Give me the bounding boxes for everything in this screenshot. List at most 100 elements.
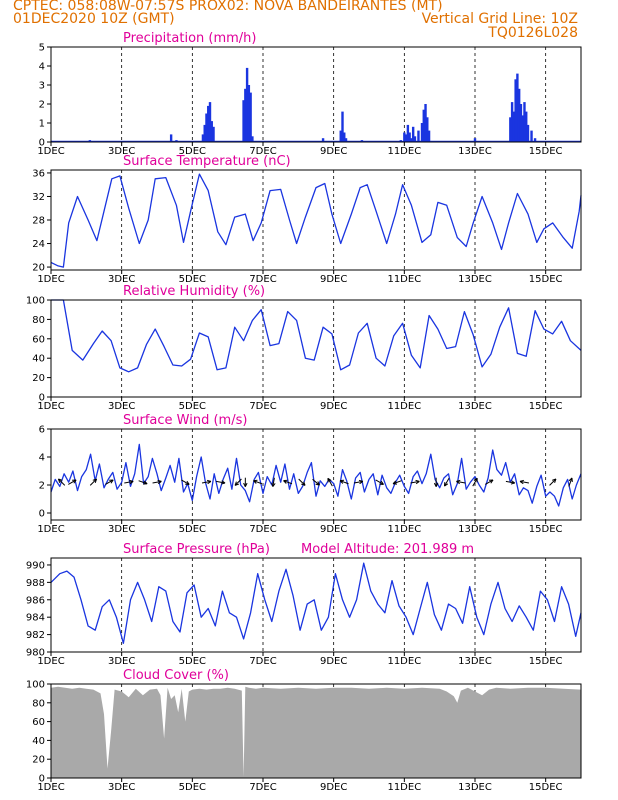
precip-bar xyxy=(422,109,425,142)
precip-bar xyxy=(521,115,524,142)
precip-bar xyxy=(525,111,528,142)
precip-bar xyxy=(212,126,215,142)
x-tick-label: 9DEC xyxy=(320,656,347,667)
wind-arrow xyxy=(105,479,114,485)
x-tick-label: 5DEC xyxy=(179,401,206,412)
precip-bar xyxy=(426,117,429,142)
wind-arrow xyxy=(456,479,466,485)
model-altitude-label: Model Altitude: 201.989 m xyxy=(301,542,474,557)
precip-bar xyxy=(410,138,413,142)
wind-arrow xyxy=(327,477,333,487)
y-tick-label: 20 xyxy=(32,263,45,274)
cloud-cover-area xyxy=(51,686,581,778)
x-tick-label: 13DEC xyxy=(458,656,492,667)
wind-arrow xyxy=(519,479,529,485)
x-tick-label: 7DEC xyxy=(249,782,276,793)
x-tick-label: 9DEC xyxy=(320,146,347,157)
x-tick-label: 15DEC xyxy=(529,524,563,535)
precip-bar xyxy=(244,88,247,142)
wind-arrow xyxy=(234,478,242,486)
panel-frame xyxy=(50,428,582,521)
precip-bar xyxy=(408,132,411,142)
panel-frame xyxy=(50,169,582,271)
header-station-line: CPTEC: 058:08W-07:57S PROX02: NOVA BANDE… xyxy=(13,0,443,14)
wind-arrow xyxy=(181,479,190,485)
precip-bar xyxy=(512,111,516,142)
wind-arrow xyxy=(353,479,364,485)
precip-bar xyxy=(251,136,254,142)
precip-bar xyxy=(473,138,477,142)
y-tick-label: 0 xyxy=(39,774,45,785)
x-tick-label: 1DEC xyxy=(37,274,64,285)
header-grid-line-note: Vertical Grid Line: 10Z xyxy=(421,11,578,27)
y-tick-label: 28 xyxy=(32,216,45,227)
precip-bar xyxy=(514,79,517,142)
x-tick-label: 7DEC xyxy=(249,401,276,412)
wind-arrow xyxy=(472,477,478,487)
precip-bar xyxy=(427,130,431,142)
wind-arrow xyxy=(68,479,77,485)
precip-bar xyxy=(403,132,406,142)
panel-6: 0 20 40 60 80 100 1DEC 3DEC 5DEC 7DEC 9DEC 11DEC 13D… xyxy=(26,668,582,793)
header-model-code: TQ0126L028 xyxy=(488,25,578,41)
y-tick-label: 986 xyxy=(26,595,45,606)
wind-arrow xyxy=(253,479,263,485)
y-tick-label: 40 xyxy=(32,354,45,365)
panel-1: 0 1 2 3 4 5 1DEC 3DEC 5DEC 7DEC 9DEC 11DEC 13DEC 15DE… xyxy=(37,31,582,157)
wind-arrow xyxy=(271,477,276,487)
precip-bar xyxy=(242,100,245,142)
panel-frame xyxy=(50,557,582,653)
wind-arrow xyxy=(392,480,402,485)
precip-bar xyxy=(523,102,526,142)
x-tick-label: 13DEC xyxy=(458,274,492,285)
wind-arrow xyxy=(410,479,420,485)
panel-5: 980 982 984 986 988 990 1DEC 3DEC 5DEC 7DEC 9DEC 11… xyxy=(26,542,582,667)
precip-bar xyxy=(343,132,346,142)
y-tick-label: 60 xyxy=(32,717,45,728)
y-tick-label: 60 xyxy=(32,334,45,345)
series-line xyxy=(50,443,582,507)
wind-arrow xyxy=(433,477,439,487)
precip-bar xyxy=(203,124,206,142)
y-tick-label: 4 xyxy=(39,62,45,73)
y-tick-label: 0 xyxy=(39,509,45,520)
x-tick-label: 11DEC xyxy=(387,274,421,285)
y-tick-label: 80 xyxy=(32,315,45,326)
wind-arrow xyxy=(505,480,516,485)
panel-4: 0 2 4 6 1DEC 3DEC 5DEC 7DEC 9DEC 11DEC 13DEC 15DEC S… xyxy=(37,413,582,535)
x-tick-label: 13DEC xyxy=(458,401,492,412)
wind-arrow xyxy=(484,479,494,485)
y-tick-label: 990 xyxy=(26,560,45,571)
y-tick-label: 982 xyxy=(26,630,45,641)
y-tick-label: 6 xyxy=(39,425,45,436)
y-tick-label: 5 xyxy=(39,43,45,54)
x-tick-label: 3DEC xyxy=(108,524,135,535)
panel-title: Relative Humidity (%) xyxy=(123,284,265,299)
series-line xyxy=(51,299,582,373)
precip-bar xyxy=(519,104,523,142)
x-tick-label: 15DEC xyxy=(529,274,563,285)
x-tick-label: 3DEC xyxy=(108,782,135,793)
x-tick-label: 5DEC xyxy=(179,524,206,535)
x-tick-label: 9DEC xyxy=(320,274,347,285)
precip-bar xyxy=(339,130,342,142)
y-tick-label: 36 xyxy=(32,168,45,179)
x-tick-label: 5DEC xyxy=(179,656,206,667)
panel-title: Surface Wind (m/s) xyxy=(123,413,247,428)
wind-arrow xyxy=(243,477,248,487)
x-tick-label: 15DEC xyxy=(529,146,563,157)
wind-arrow xyxy=(216,480,226,485)
precip-bar xyxy=(516,73,519,142)
precip-bar xyxy=(533,138,537,142)
precip-bar xyxy=(406,124,410,142)
wind-arrow xyxy=(375,479,384,485)
y-tick-label: 0 xyxy=(39,138,45,149)
x-tick-label: 11DEC xyxy=(387,146,421,157)
precip-bar xyxy=(208,102,212,142)
x-tick-label: 1DEC xyxy=(37,146,64,157)
x-tick-label: 7DEC xyxy=(249,524,276,535)
y-tick-label: 2 xyxy=(39,481,45,492)
x-tick-label: 5DEC xyxy=(179,146,206,157)
x-tick-label: 7DEC xyxy=(249,656,276,667)
